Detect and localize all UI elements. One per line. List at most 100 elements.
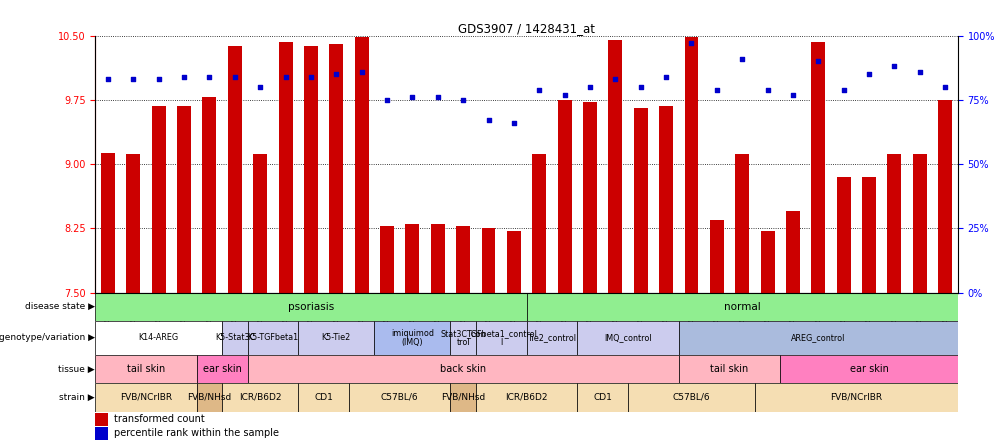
Bar (526, 293, 957, 321)
Bar (450, 321, 475, 355)
Bar (780, 355, 957, 383)
Point (911, 68, 927, 75)
Bar (279, 42, 293, 293)
Bar (95, 427, 108, 440)
Bar (95, 355, 196, 383)
Point (632, 83, 648, 91)
Point (860, 71, 876, 78)
Text: transformed count: transformed count (114, 414, 204, 424)
Bar (760, 231, 774, 293)
Bar (734, 154, 748, 293)
Text: K14-AREG: K14-AREG (138, 333, 178, 342)
Bar (298, 383, 349, 412)
Text: tail skin: tail skin (127, 364, 165, 374)
Bar (196, 355, 247, 383)
Bar (380, 226, 394, 293)
Text: back skin: back skin (440, 364, 486, 374)
Text: disease state ▶: disease state ▶ (25, 302, 94, 311)
Point (505, 119, 521, 127)
Point (328, 71, 344, 78)
Text: ear skin: ear skin (202, 364, 241, 374)
Point (531, 86, 547, 93)
Point (733, 55, 749, 62)
Bar (887, 154, 901, 293)
Bar (329, 44, 343, 293)
Text: CD1: CD1 (314, 393, 333, 402)
Bar (95, 383, 196, 412)
Bar (475, 321, 526, 355)
Bar (786, 211, 800, 293)
Bar (912, 154, 926, 293)
Point (708, 86, 724, 93)
Bar (247, 321, 298, 355)
Text: FVB/NHsd: FVB/NHsd (187, 393, 231, 402)
Point (100, 75, 116, 83)
Point (480, 117, 496, 124)
Text: TGFbeta1_control
l: TGFbeta1_control l (465, 329, 536, 347)
Point (226, 73, 242, 80)
Text: ear skin: ear skin (849, 364, 888, 374)
Point (607, 75, 623, 83)
Point (150, 75, 166, 83)
Bar (177, 106, 190, 293)
Point (125, 75, 141, 83)
Point (303, 73, 319, 80)
Text: FVB/NCrIBR: FVB/NCrIBR (830, 393, 882, 402)
Point (201, 73, 217, 80)
Bar (202, 97, 216, 293)
Point (810, 58, 826, 65)
Bar (298, 321, 374, 355)
Text: K5-TGFbeta1: K5-TGFbeta1 (247, 333, 299, 342)
Bar (709, 220, 723, 293)
Bar (862, 177, 875, 293)
Text: FVB/NHsd: FVB/NHsd (441, 393, 485, 402)
Point (556, 91, 572, 98)
Bar (355, 37, 369, 293)
Text: FVB/NCrIBR: FVB/NCrIBR (120, 393, 172, 402)
Point (657, 73, 673, 80)
Bar (678, 321, 957, 355)
Text: tissue ▶: tissue ▶ (58, 365, 94, 373)
Bar (582, 103, 596, 293)
Text: Stat3C_con
trol: Stat3C_con trol (440, 329, 485, 347)
Point (759, 86, 775, 93)
Text: psoriasis: psoriasis (288, 302, 334, 312)
Bar (506, 231, 520, 293)
Bar (304, 46, 318, 293)
Bar (577, 321, 678, 355)
Bar (126, 154, 140, 293)
Bar (431, 224, 444, 293)
Text: K5-Tie2: K5-Tie2 (322, 333, 351, 342)
Bar (532, 154, 546, 293)
Bar (196, 383, 221, 412)
Text: imiquimod
(IMQ): imiquimod (IMQ) (391, 329, 434, 347)
Text: CD1: CD1 (592, 393, 611, 402)
Bar (101, 153, 115, 293)
Bar (481, 228, 495, 293)
Text: tail skin: tail skin (709, 364, 747, 374)
Text: C57BL/6: C57BL/6 (672, 393, 709, 402)
Bar (678, 355, 780, 383)
Point (278, 73, 294, 80)
Point (835, 86, 851, 93)
Text: percentile rank within the sample: percentile rank within the sample (114, 428, 279, 439)
Bar (475, 383, 577, 412)
Text: IMQ_control: IMQ_control (603, 333, 651, 342)
Point (252, 83, 268, 91)
Bar (627, 383, 755, 412)
Point (581, 83, 597, 91)
Bar (526, 321, 577, 355)
Text: normal: normal (723, 302, 760, 312)
Point (455, 96, 471, 103)
Bar (253, 154, 267, 293)
Bar (811, 42, 825, 293)
Text: strain ▶: strain ▶ (59, 393, 94, 402)
Point (379, 96, 395, 103)
Point (886, 63, 902, 70)
Bar (658, 106, 672, 293)
Text: C57BL/6: C57BL/6 (381, 393, 418, 402)
Bar (683, 37, 697, 293)
Bar (755, 383, 957, 412)
Bar (456, 226, 470, 293)
Bar (374, 321, 450, 355)
